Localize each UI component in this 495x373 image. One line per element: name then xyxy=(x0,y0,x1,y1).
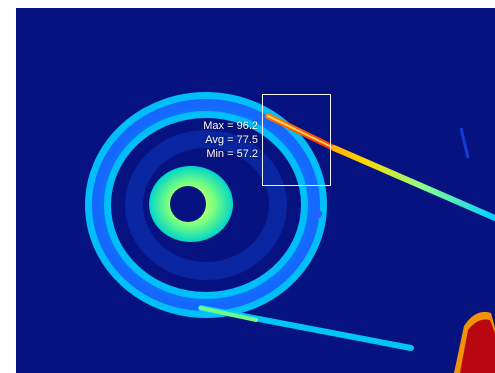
temperature-readout: Max = 96.2 Avg = 77.5 Min = 57.2 xyxy=(178,119,258,161)
belt-lower-warm xyxy=(199,306,258,322)
pulley-shaft-hole xyxy=(170,186,206,222)
hot-object-core xyxy=(460,319,495,373)
belt-upper xyxy=(331,145,495,221)
pulley-outer-ring-core xyxy=(92,99,320,311)
avg-temperature: Avg = 77.5 xyxy=(205,134,258,146)
small-thermal-dot xyxy=(314,210,322,218)
thermal-image: Max = 96.2 Avg = 77.5 Min = 57.2 xyxy=(16,8,495,373)
max-temperature: Max = 96.2 xyxy=(203,120,258,132)
min-temperature: Min = 57.2 xyxy=(206,148,258,160)
thermal-scene xyxy=(16,8,495,373)
belt-hot-highlight xyxy=(267,115,339,151)
faint-streak xyxy=(459,127,470,159)
pulley-inner-gap xyxy=(125,130,287,280)
roi-rectangle xyxy=(262,94,331,186)
